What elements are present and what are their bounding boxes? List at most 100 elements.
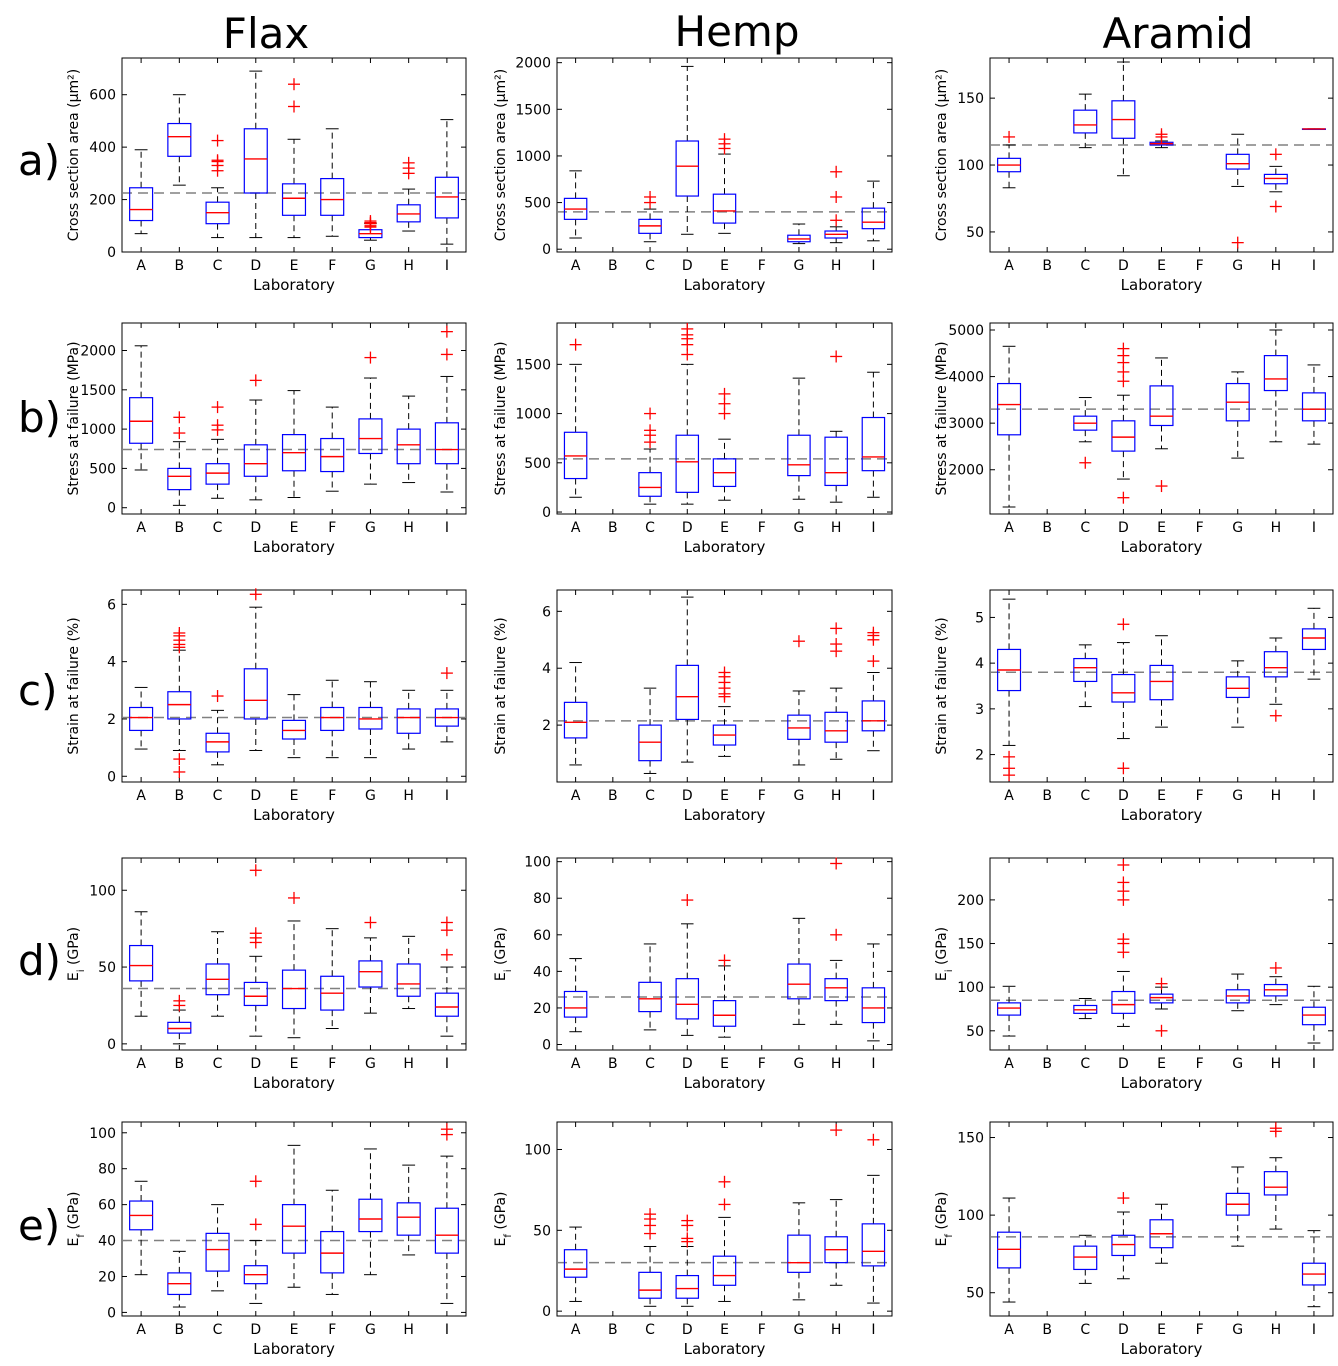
iqr-box [320, 437, 345, 473]
x-tick-label: G [1232, 520, 1243, 536]
x-tick-label: F [758, 1322, 766, 1338]
x-tick-label: H [403, 788, 414, 804]
box-H [1263, 1122, 1288, 1230]
box-E [1149, 635, 1174, 728]
x-tick-label: D [1118, 1056, 1129, 1072]
y-tick-label: 1500 [80, 383, 116, 399]
iqr-box [1073, 1245, 1098, 1271]
box-A [997, 598, 1022, 782]
iqr-box [712, 1000, 737, 1027]
iqr-box [638, 724, 662, 762]
iqr-box [997, 1002, 1022, 1016]
x-tick-label: H [403, 1322, 414, 1338]
y-tick-label: 4000 [948, 370, 984, 386]
box-E [281, 78, 307, 239]
x-tick-label: F [1196, 788, 1204, 804]
flier-point [830, 928, 843, 941]
box-C [638, 943, 662, 1031]
iqr-box [434, 992, 459, 1017]
box-A [129, 149, 154, 235]
iqr-box [787, 714, 811, 740]
box-F [320, 406, 345, 492]
iqr-box [396, 1202, 421, 1236]
box-D [243, 374, 268, 501]
y-tick-label: 4 [975, 656, 984, 672]
y-tick-label: 6 [542, 604, 551, 620]
iqr-box [167, 691, 192, 720]
x-tick-label: D [682, 520, 693, 536]
x-axis-label: Laboratory [1121, 276, 1203, 294]
box-I [434, 667, 459, 743]
box-A [563, 170, 588, 239]
x-axis-label: Laboratory [684, 1340, 766, 1358]
box-C [1073, 1234, 1098, 1284]
x-tick-label: C [213, 1322, 223, 1338]
flier-point [830, 857, 843, 870]
flier-point [1117, 342, 1130, 355]
plot-frame [989, 589, 1334, 783]
y-tick-label: 1500 [515, 357, 551, 373]
panel-flax-e: 0 20 40 60 80 100 A B C D E F G H I Laboratory Ef (GPa) [66, 1121, 467, 1358]
y-tick-label: 2 [542, 718, 551, 734]
box-A [129, 345, 154, 471]
y-axis-label: Cross section area (µm²) [934, 69, 950, 241]
panel-aramid-b: 2000 3000 4000 5000 A B C D E F G H I Laboratory Stres… [934, 322, 1334, 556]
iqr-box [563, 990, 588, 1018]
x-tick-label: G [794, 520, 805, 536]
x-axis-label: Laboratory [253, 1340, 335, 1358]
x-tick-label: C [213, 788, 223, 804]
x-tick-label: A [1004, 258, 1014, 274]
flier-point [288, 891, 300, 904]
y-tick-label: 100 [957, 158, 984, 174]
iqr-box [358, 960, 383, 988]
x-tick-label: E [1157, 788, 1166, 804]
y-tick-label: 1000 [515, 407, 551, 423]
flier-point [718, 954, 731, 967]
x-tick-label: E [290, 788, 299, 804]
y-tick-label: 5000 [948, 323, 984, 339]
box-I [434, 325, 459, 493]
flier-point [1117, 933, 1130, 946]
box-E [281, 891, 307, 1039]
x-tick-label: G [365, 1056, 376, 1072]
y-tick-label: 600 [89, 88, 116, 104]
box-H [824, 165, 848, 244]
iqr-box [434, 422, 459, 465]
x-tick-label: A [1004, 1322, 1014, 1338]
x-tick-label: B [608, 788, 618, 804]
box-D [675, 322, 700, 505]
x-tick-label: D [682, 1322, 693, 1338]
x-tick-label: H [1271, 258, 1282, 274]
box-D [1111, 1192, 1136, 1280]
box-G [1225, 133, 1250, 249]
box-C [638, 190, 662, 243]
iqr-box [434, 1207, 459, 1254]
flier-point [288, 78, 300, 91]
x-tick-label: G [365, 1322, 376, 1338]
row-label-a: a) [18, 136, 60, 185]
flier-point [1231, 236, 1244, 249]
box-F [320, 128, 345, 237]
iqr-box [1263, 1171, 1288, 1196]
iqr-box [320, 706, 345, 732]
x-tick-label: H [831, 1322, 842, 1338]
plot-frame [989, 857, 1334, 1051]
x-tick-label: A [571, 788, 581, 804]
x-tick-label: C [645, 788, 655, 804]
box-G [1225, 1166, 1250, 1247]
x-tick-label: D [1118, 258, 1129, 274]
x-tick-label: B [175, 520, 185, 536]
y-axis-label: Ef (GPa) [493, 1191, 514, 1246]
iqr-box [396, 428, 421, 465]
iqr-box [167, 467, 192, 491]
x-tick-label: A [1004, 520, 1014, 536]
iqr-box [638, 1271, 662, 1299]
box-H [396, 689, 421, 750]
flier-point [1155, 1024, 1168, 1037]
y-tick-label: 50 [966, 225, 984, 241]
x-axis-label: Laboratory [1121, 1340, 1203, 1358]
y-tick-label: 60 [98, 1198, 116, 1214]
box-F [320, 1189, 345, 1295]
iqr-box [1263, 651, 1288, 678]
x-tick-label: F [1196, 258, 1204, 274]
